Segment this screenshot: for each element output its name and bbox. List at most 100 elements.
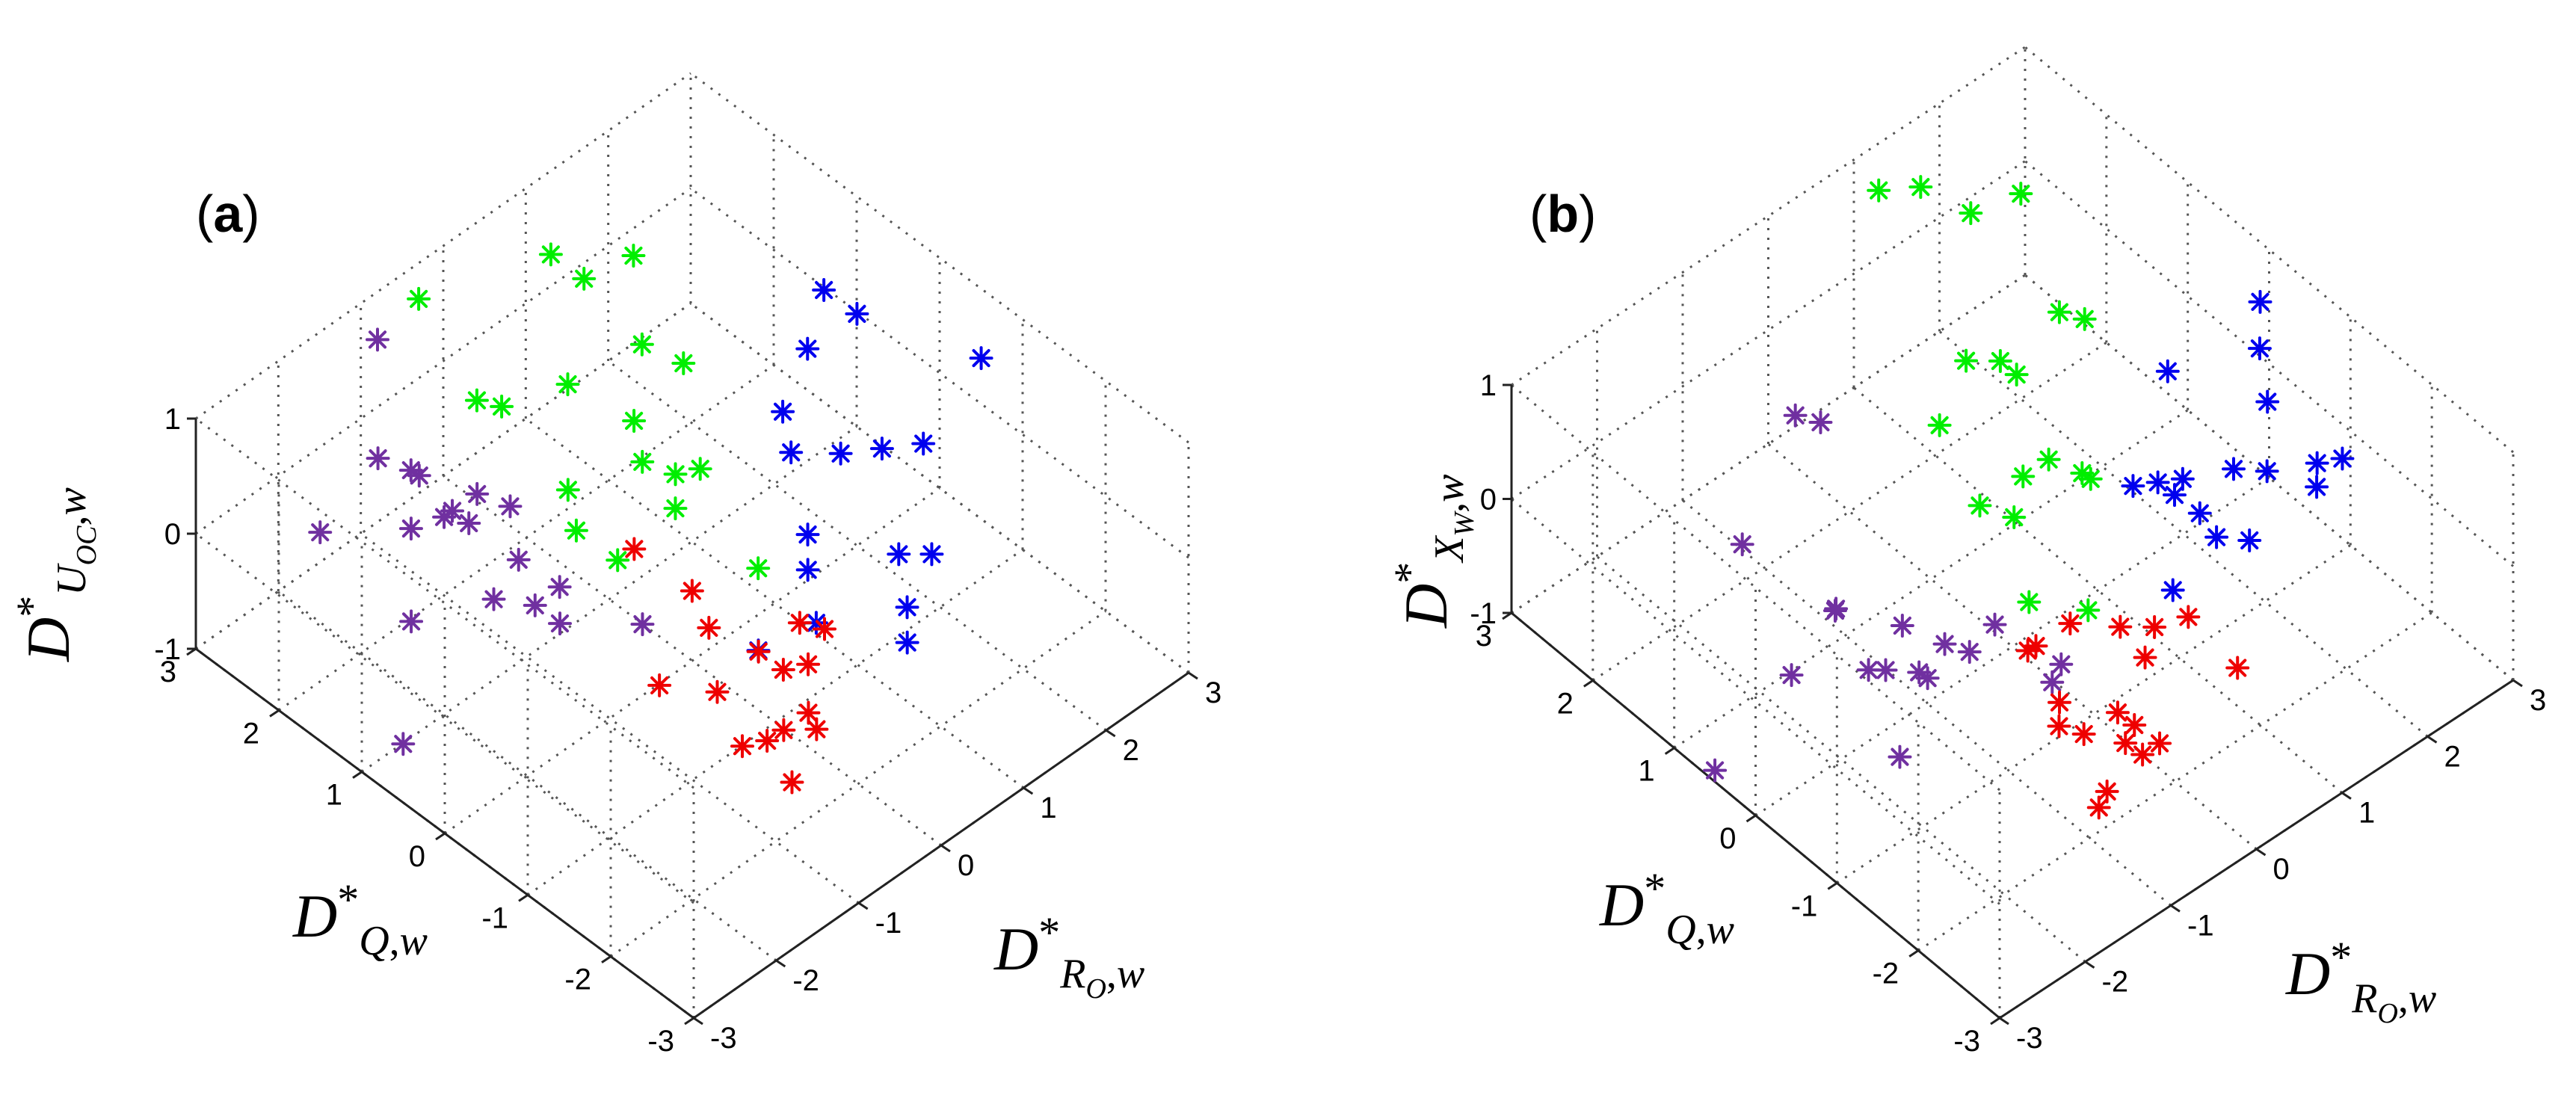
floor-grid-line-x <box>525 417 1025 789</box>
point-green <box>2017 590 2042 614</box>
point-green <box>572 266 597 291</box>
y-axis-label-star: * <box>1644 864 1666 913</box>
y-tick-label: 3 <box>160 656 176 688</box>
point-purple <box>523 593 547 617</box>
point-purple <box>2049 652 2074 676</box>
point-green <box>622 408 647 433</box>
right-wall-grid-line-z <box>2024 160 2514 567</box>
point-red <box>771 657 795 682</box>
point-blue <box>887 542 911 567</box>
back-wall-grid-line-z <box>195 187 691 535</box>
point-blue <box>911 431 936 456</box>
point-purple <box>1730 532 1754 557</box>
point-blue <box>795 336 820 361</box>
y-tick-mark <box>1745 814 1757 823</box>
point-purple <box>399 609 424 634</box>
point-purple <box>407 463 431 488</box>
point-green <box>1954 348 1979 373</box>
point-purple <box>1822 599 1847 623</box>
panel-label: (a) <box>196 185 260 243</box>
x-tick-label: 2 <box>1123 734 1139 767</box>
y-tick-label: -1 <box>1791 889 1818 922</box>
point-blue <box>2187 501 2212 525</box>
x-tick-mark <box>693 1017 703 1026</box>
x-tick-mark <box>1105 729 1116 738</box>
floor-grid-line-x <box>1938 330 2429 738</box>
z-axis-label-comma: , <box>49 516 95 526</box>
point-green <box>2004 363 2029 387</box>
point-red <box>796 700 821 725</box>
floor-grid-line-y <box>610 610 1106 958</box>
point-green <box>2076 598 2101 623</box>
point-purple <box>481 587 506 611</box>
point-red <box>746 639 771 664</box>
point-red <box>2024 634 2048 659</box>
point-green <box>1867 178 1891 203</box>
point-green <box>555 372 580 397</box>
y-axis-label-comma: , <box>389 918 400 964</box>
point-green <box>2011 464 2036 489</box>
z-axis-label-sub: U <box>49 563 95 596</box>
point-blue <box>812 278 836 302</box>
back-wall-grid-line-z <box>195 72 691 420</box>
z-tick-label: -1 <box>154 633 181 666</box>
point-green <box>1968 493 1992 518</box>
x-axis-label-sub: R <box>1059 951 1085 997</box>
point-green <box>490 394 514 419</box>
z-axis-label-star: * <box>7 596 56 617</box>
x-tick-mark <box>1999 1017 2009 1026</box>
back-wall-grid-line-z <box>195 302 691 650</box>
point-red <box>2133 645 2157 670</box>
y-axis-label-sub: Q <box>359 918 389 964</box>
point-blue <box>919 542 944 567</box>
y-tick-label: -1 <box>481 901 508 934</box>
floor-grid-line-y <box>1673 409 2189 749</box>
y-tick-mark <box>352 771 363 779</box>
point-purple <box>1888 744 1912 769</box>
z-axis-label: D*XW,w <box>1385 475 1480 629</box>
x-tick-label: 2 <box>2444 740 2461 773</box>
x-tick-label: 0 <box>2273 853 2290 886</box>
point-purple <box>498 494 523 519</box>
point-blue <box>795 522 820 547</box>
x-tick-label: 1 <box>1040 792 1056 824</box>
x-tick-label: -2 <box>792 964 819 997</box>
x-axis-label-w: w <box>2409 975 2436 1022</box>
point-red <box>680 579 704 603</box>
point-red <box>771 718 796 742</box>
point-green <box>663 462 688 487</box>
x-axis-label-main: D <box>2285 940 2330 1008</box>
data-points <box>1703 175 2355 820</box>
x-tick-label: -1 <box>875 907 902 940</box>
z-axis-label-w: w <box>49 487 95 515</box>
point-blue <box>795 558 820 582</box>
y-axis-label-w: w <box>1707 907 1734 953</box>
point-purple <box>366 446 390 471</box>
z-axis-label-subsub: OC <box>71 525 102 565</box>
y-tick-mark <box>518 894 529 902</box>
floor-grid-line-x <box>277 590 777 962</box>
x-tick-label: 3 <box>1205 676 1221 709</box>
floor-grid-line-y <box>361 425 857 773</box>
y-tick-label: -2 <box>564 963 591 996</box>
left-wall-grid-line-z <box>195 532 694 904</box>
x-tick-mark <box>1023 786 1034 795</box>
z-tick-label: 1 <box>1480 369 1497 402</box>
point-purple <box>548 611 572 636</box>
y-tick-mark <box>1664 747 1675 755</box>
point-blue <box>2237 528 2262 552</box>
point-blue <box>779 440 804 465</box>
point-red <box>755 729 780 753</box>
y-tick-label: 1 <box>326 779 342 812</box>
point-red <box>2122 713 2147 737</box>
z-axis-label-main: D <box>14 617 82 662</box>
x-tick-label: 1 <box>2358 797 2375 830</box>
x-tick-label: -3 <box>2016 1022 2043 1055</box>
x-tick-label: 0 <box>958 849 974 882</box>
point-red <box>2142 614 2167 639</box>
point-red <box>2047 714 2071 738</box>
floor-grid-line-x <box>607 360 1107 732</box>
z-axis-label-comma: , <box>1426 502 1473 513</box>
